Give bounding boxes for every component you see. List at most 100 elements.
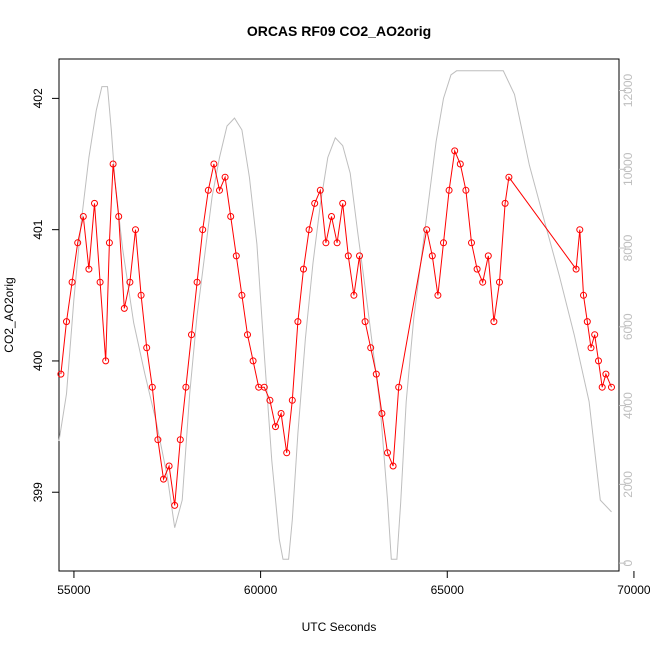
co2-data-point [137,291,145,299]
co2-data-point [395,383,403,391]
y-tick-label: 402 [31,88,45,108]
co2-data-point [244,331,251,339]
co2-data-point [182,383,190,391]
co2-data-point [367,344,375,352]
co2-data-point [328,213,335,220]
co2-data-point [344,252,352,260]
co2-data-point [505,173,513,181]
co2-data-point [311,199,319,207]
co2-data-point [260,383,268,391]
co2-data-point [193,278,201,286]
y2-tick-label: 12000 [621,73,635,107]
co2-data-point [277,410,285,417]
co2-data-point [85,265,93,273]
co2-data-point [583,318,591,326]
co2-data-point [266,396,274,404]
plot-frame [58,58,620,572]
y2-tick-label: 10000 [621,152,635,186]
co2-series-line [60,149,612,506]
co2-data-point [356,252,363,260]
co2-data-point [120,304,128,312]
co2-data-point [423,226,431,234]
altitude-series-line [58,70,612,560]
x-tick-label: 55000 [57,583,91,597]
co2-data-point [154,436,162,444]
co2-data-point [479,278,487,286]
co2-data-point [490,318,498,326]
y2-tick-label: 4000 [621,392,635,419]
co2-data-point [484,252,492,260]
co2-data-point [456,160,464,168]
co2-data-point [249,357,257,365]
x-axis-label: UTC Seconds [302,620,377,634]
co2-data-point [91,199,98,207]
co2-data-point [587,344,595,352]
co2-data-point [316,186,324,194]
x-tick-label: 70000 [617,583,650,597]
chart-title: ORCAS RF09 CO2_AO2orig [247,23,431,39]
co2-data-point [132,226,139,234]
y2-tick-label: 0 [621,559,635,566]
co2-data-point [96,278,104,286]
co2-data-point [105,239,113,247]
co2-data-point [115,213,123,220]
co2-data-point [204,186,212,194]
co2-data-point [148,383,156,391]
co2-data-point [496,278,503,286]
co2-data-point [572,265,580,273]
co2-data-point [339,199,347,207]
co2-data-point [188,331,195,339]
y2-tick-label: 6000 [621,313,635,340]
co2-data-point [221,173,229,181]
co2-data-point [384,449,391,457]
co2-data-point [143,344,151,352]
y2-tick-label: 2000 [621,471,635,498]
co2-data-point [473,265,481,273]
y2-tick-label: 8000 [621,234,635,261]
co2-data-point [608,383,615,391]
co2-data-point [434,291,442,299]
co2-data-point [580,291,587,299]
co2-data-point [501,199,509,207]
co2-data-point [462,186,470,194]
co2-data-point [176,436,184,444]
x-tick-label: 65000 [431,583,465,597]
co2-data-point [372,370,380,378]
co2-data-point [74,239,82,247]
co2-data-point [109,160,117,168]
co2-data-point [300,265,307,273]
co2-data-point [445,186,453,194]
co2-data-point [227,213,235,220]
co2-data-point [288,396,296,404]
co2-data-point [350,291,358,299]
co2-data-point [210,160,218,168]
co2-data-point [294,318,302,326]
co2-data-point [361,318,369,326]
co2-data-point [272,423,279,431]
co2-data-point [171,501,179,509]
co2-data-point [428,252,436,260]
co2-data-point [68,278,76,286]
co2-data-point [102,357,110,365]
y-axis-label: CO2_AO2orig [2,277,16,352]
right-axis-series-layer [58,70,612,560]
co2-data-point [160,475,167,483]
co2-data-point [333,239,341,247]
co2-data-point [451,147,459,155]
co2-data-point [238,291,246,299]
co2-data-point [378,410,386,417]
co2-data-point [305,226,313,234]
co2-data-point [591,331,599,339]
y-tick-label: 400 [31,351,45,371]
co2-data-point [389,462,397,470]
co2-data-point [576,226,584,234]
co2-data-point [232,252,240,260]
co2-data-point [126,278,134,286]
co2-data-point [63,318,70,326]
co2-data-point [598,383,606,391]
y-tick-label: 401 [31,219,45,239]
left-axis-series-layer [57,147,615,509]
co2-data-point [79,213,87,220]
